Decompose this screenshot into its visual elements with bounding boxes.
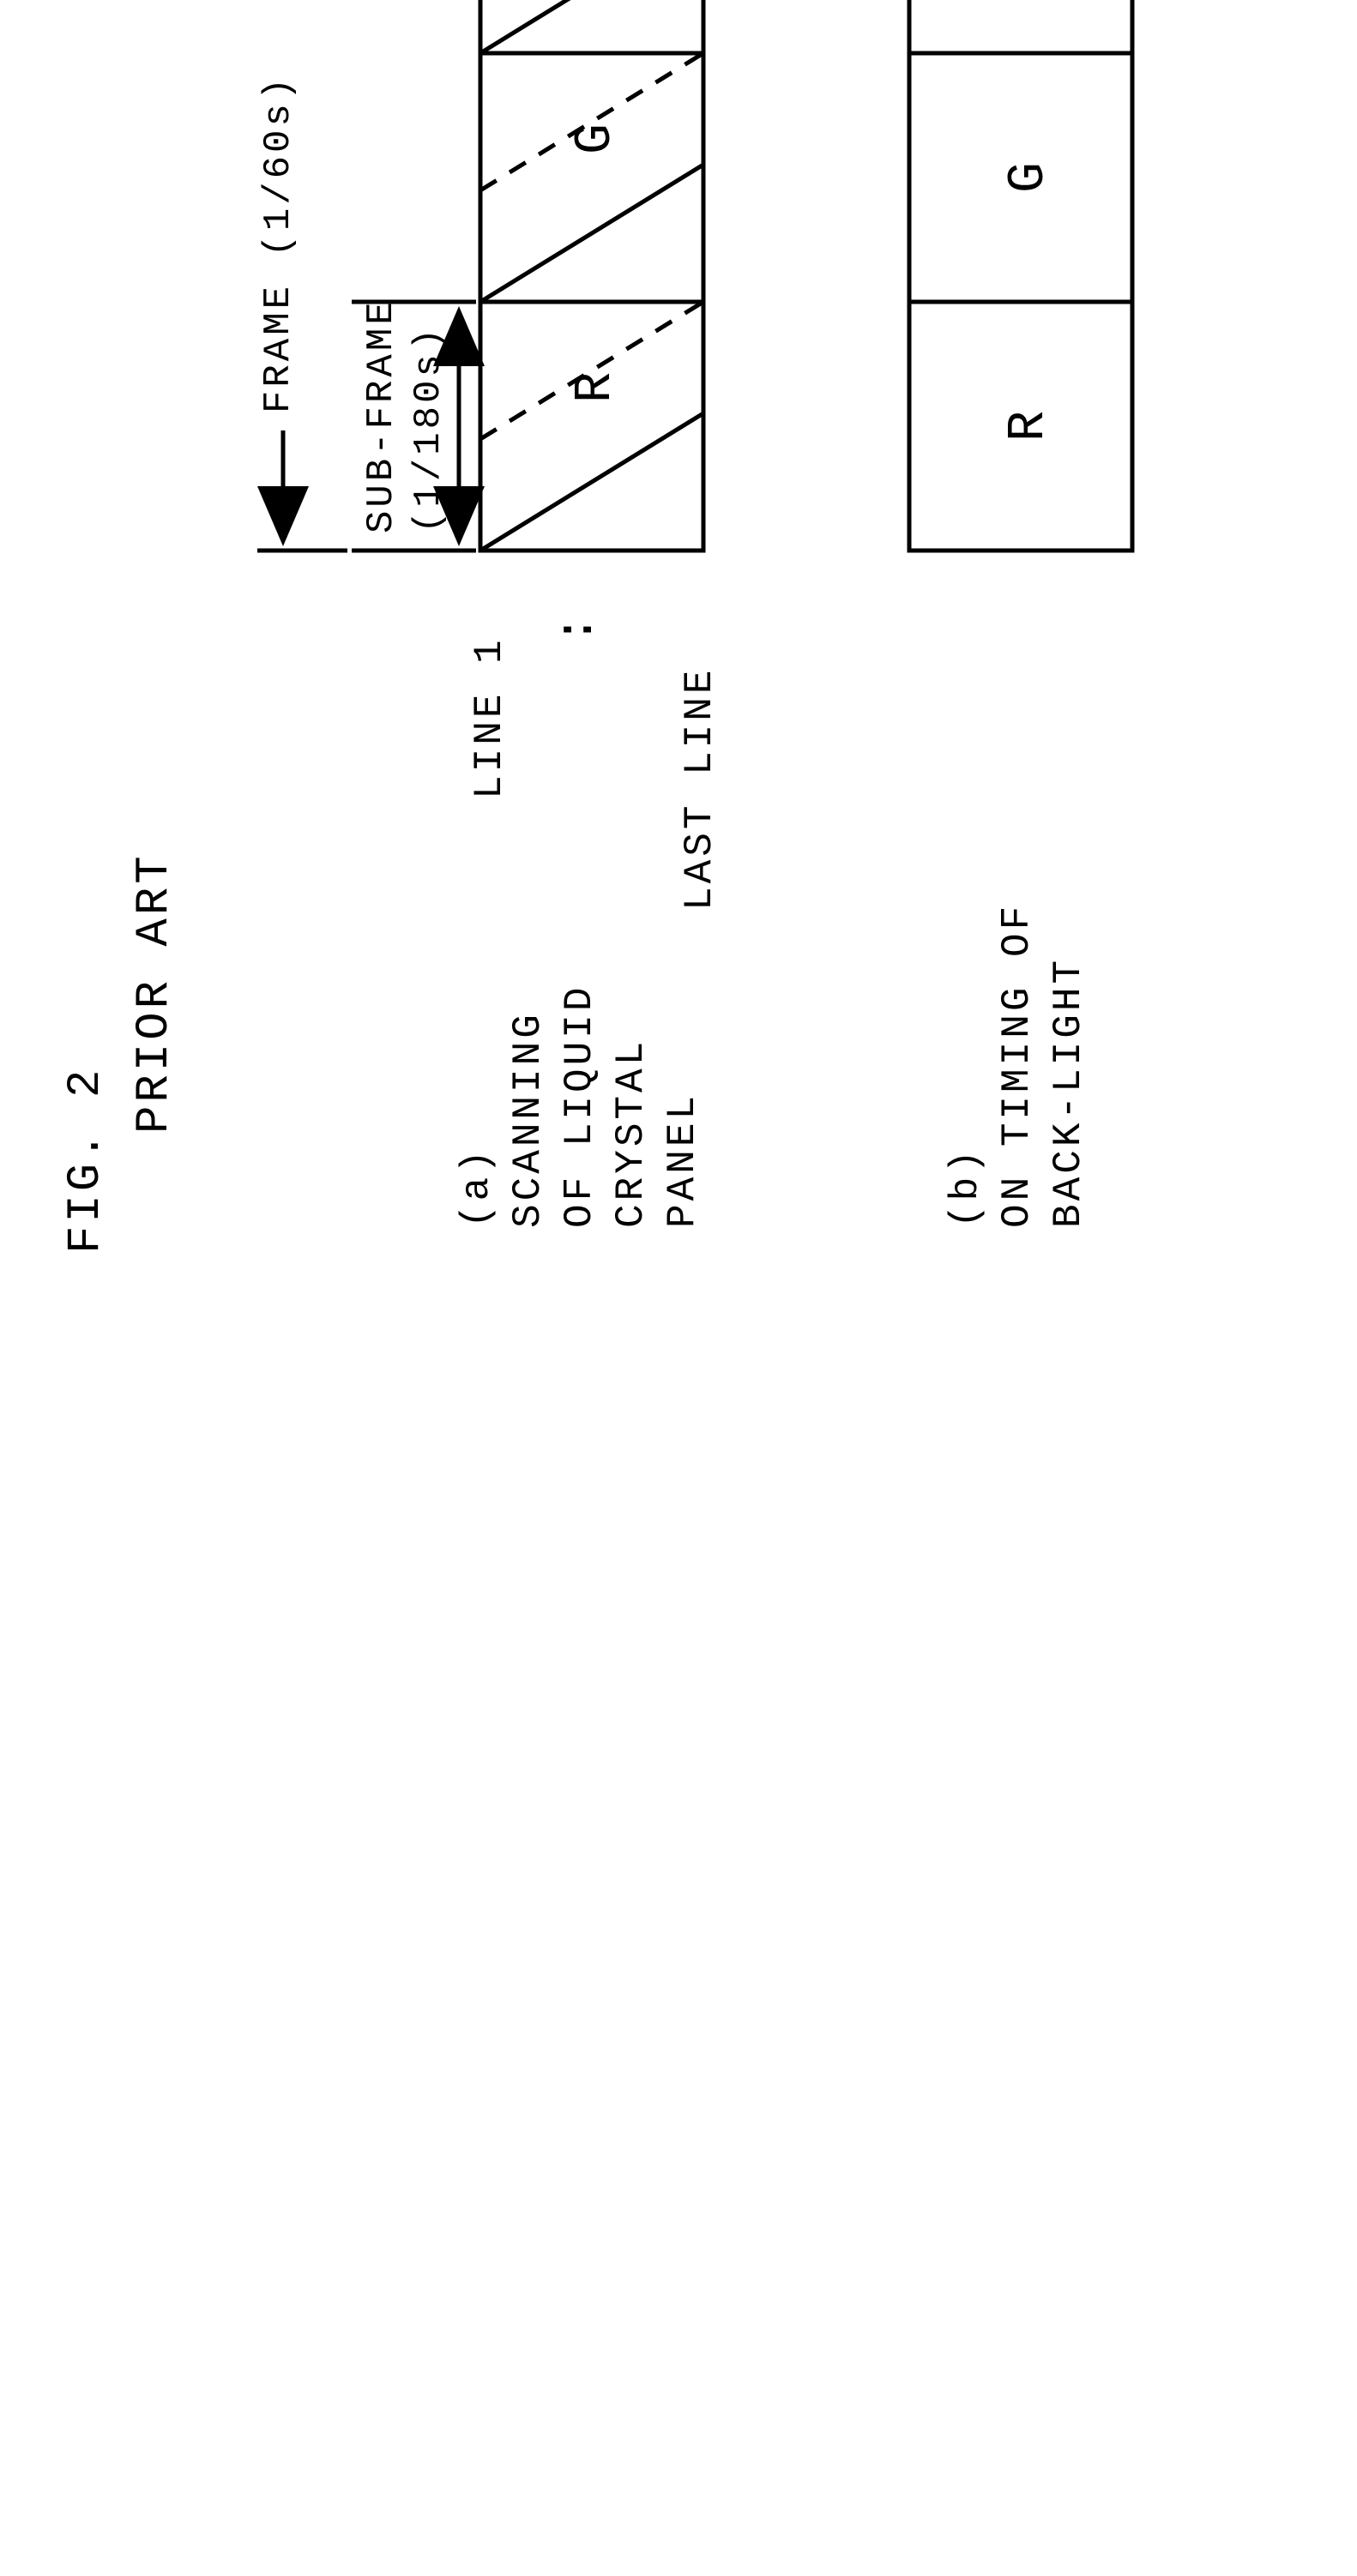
cell-b-0: R bbox=[1000, 411, 1058, 442]
subframe-bracket bbox=[352, 302, 476, 551]
cell-a-1: G bbox=[567, 123, 625, 154]
row-a-grid bbox=[480, 0, 703, 551]
cell-b-1: G bbox=[1000, 162, 1058, 193]
row-a-diagonals bbox=[480, 0, 703, 551]
cell-a-0: R bbox=[567, 372, 625, 403]
frame-bracket bbox=[257, 0, 476, 551]
figure-svg: R G B R G B R G B R G B bbox=[0, 0, 1357, 1357]
row-b-letters: R G B R G B bbox=[1000, 0, 1058, 442]
row-b-grid bbox=[909, 0, 1132, 551]
row-a-letters: R G B R G B bbox=[567, 0, 625, 403]
figure-stage: FIG. 2 PRIOR ART (a) SCANNING OF LIQUID … bbox=[0, 0, 1357, 1357]
